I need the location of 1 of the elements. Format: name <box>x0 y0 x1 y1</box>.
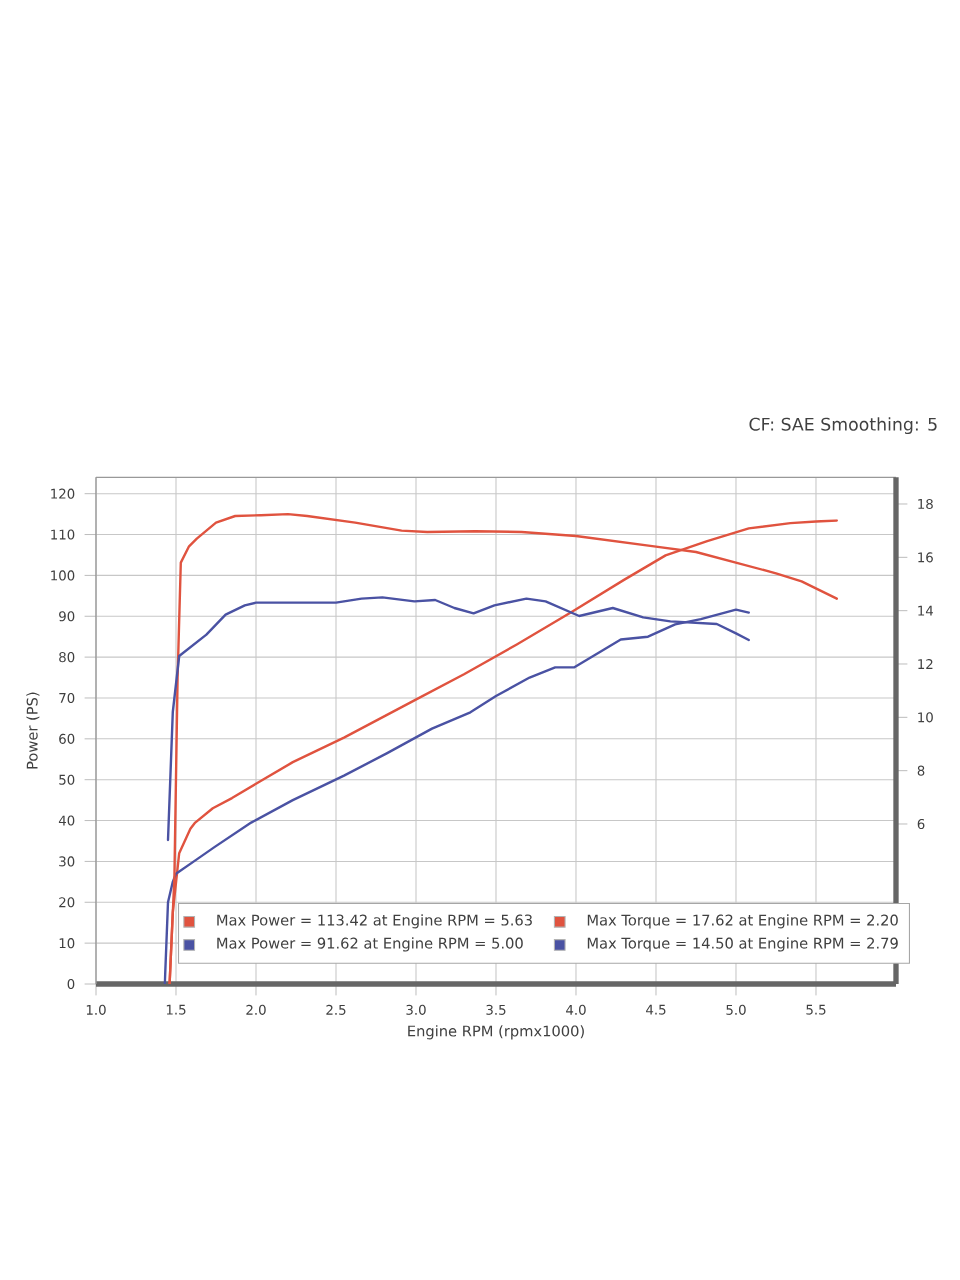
text: CF: SAE Smoothing: 5 <box>749 417 937 435</box>
